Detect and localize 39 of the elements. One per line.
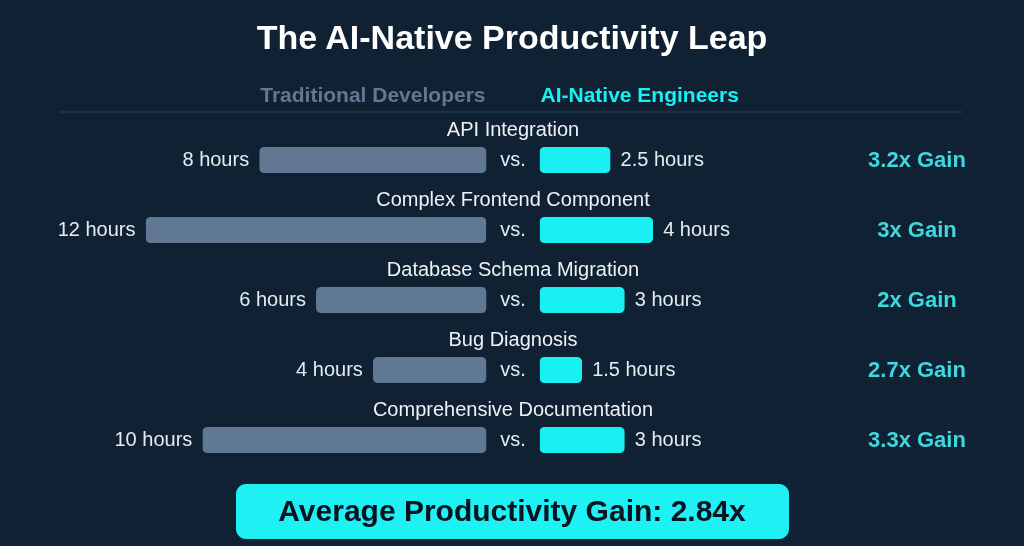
data-label: 2.5 hours xyxy=(620,148,704,170)
bar xyxy=(539,217,654,243)
text: vs. xyxy=(500,288,526,310)
text: vs. xyxy=(500,428,526,450)
y-tick-label: API Integration xyxy=(446,118,580,140)
chart-title: The AI-Native Productivity Leap xyxy=(256,18,768,56)
data-label: 3 hours xyxy=(634,288,702,310)
data-label: 1.5 hours xyxy=(592,358,676,380)
bar xyxy=(202,427,487,453)
y-tick-label: Bug Diagnosis xyxy=(448,328,578,350)
bar xyxy=(259,147,487,173)
y-tick-label: Database Schema Migration xyxy=(386,258,640,280)
text: vs. xyxy=(500,218,526,240)
data-label: 10 hours xyxy=(114,428,193,450)
y-tick-label: Comprehensive Documentation xyxy=(372,398,654,420)
bar xyxy=(539,357,583,383)
bar xyxy=(539,147,611,173)
text: vs. xyxy=(500,358,526,380)
data-label: 12 hours xyxy=(57,218,136,240)
data-label: 8 hours xyxy=(182,148,250,170)
bar xyxy=(539,287,625,313)
bar xyxy=(145,217,487,243)
series-label: AI-Native Engineers xyxy=(540,83,739,106)
text: 3.2x Gain xyxy=(868,147,966,172)
data-label: 6 hours xyxy=(239,288,306,310)
text: 2x Gain xyxy=(877,287,957,312)
data-label: 4 hours xyxy=(663,218,730,240)
bar xyxy=(539,427,625,453)
y-tick-label: Complex Frontend Component xyxy=(376,188,651,210)
text: vs. xyxy=(500,148,526,170)
series-label: Traditional Developers xyxy=(260,83,486,106)
text: 3.3x Gain xyxy=(868,427,966,452)
text: Average Productivity Gain: 2.84x xyxy=(278,494,747,527)
data-label: 3 hours xyxy=(634,428,702,450)
bar xyxy=(372,357,487,383)
bar xyxy=(316,287,487,313)
text: 3x Gain xyxy=(877,217,957,242)
text: 2.7x Gain xyxy=(868,357,966,382)
data-label: 4 hours xyxy=(296,358,363,380)
